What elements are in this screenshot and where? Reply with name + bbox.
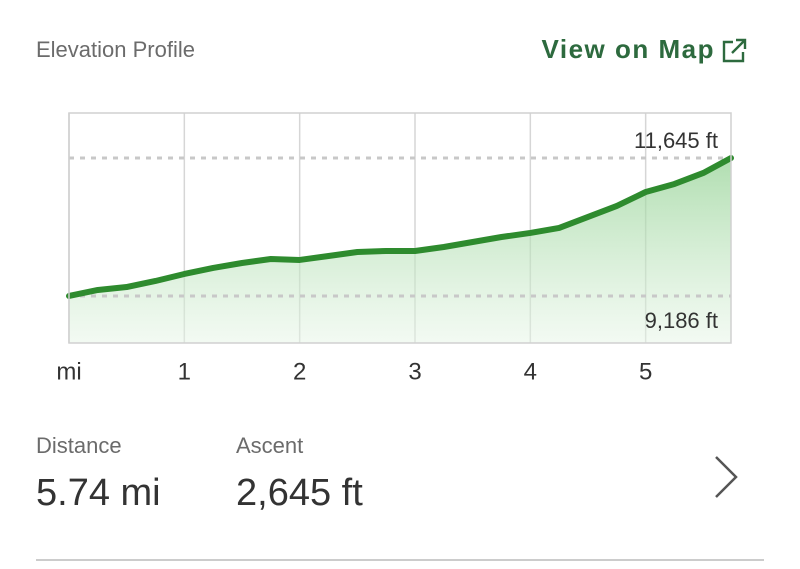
stat-label: Distance (36, 433, 122, 458)
x-tick-label: 4 (524, 358, 537, 385)
plot-border (68, 112, 732, 344)
x-tick-label: 5 (639, 358, 652, 385)
stat-value: 2,645 ft (236, 472, 363, 514)
reference-label: 11,645 ft (634, 128, 718, 153)
x-tick-label: mi (56, 358, 81, 385)
x-tick-label: 3 (408, 358, 421, 385)
chevron[interactable] (715, 456, 738, 498)
stat-value: 5.74 mi (36, 472, 161, 514)
elevation-line (66, 155, 734, 299)
x-tick-label: 2 (293, 358, 306, 385)
reference-label: 9,186 ft (645, 308, 718, 333)
stat-label: Ascent (236, 433, 303, 458)
title: Elevation Profile (36, 37, 195, 62)
view-on-map-link[interactable]: View on Map (542, 34, 716, 64)
external-link-icon[interactable] (722, 38, 747, 63)
plot: mi 1 2 3 4 5 11,645 ft 9,186 ft (56, 113, 734, 385)
x-tick-label: 1 (178, 358, 191, 385)
